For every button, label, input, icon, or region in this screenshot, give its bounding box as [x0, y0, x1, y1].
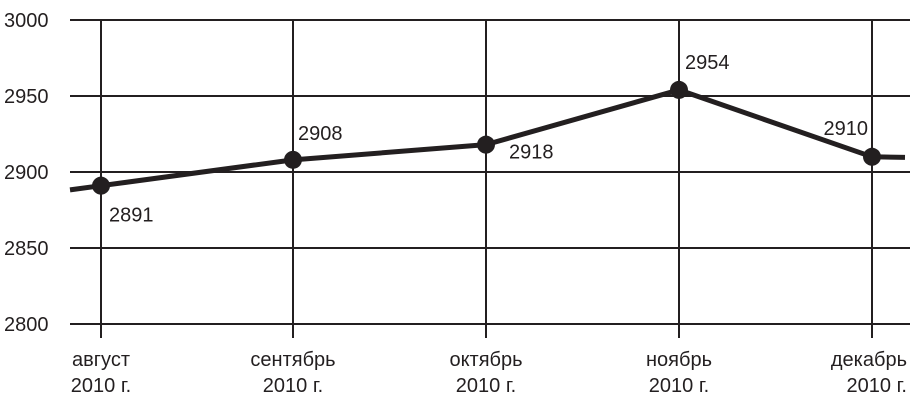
y-tick-label: 2850 [4, 238, 49, 260]
x-axis-tick-labels: август 2010 г. сентябрь 2010 г. октябрь 2010 … [71, 349, 907, 397]
y-tick-label: 2950 [4, 86, 49, 108]
y-axis-tick-labels: 2800 2850 2900 2950 3000 [4, 10, 49, 336]
x-tick-label-year: 2010 г. [456, 375, 516, 397]
x-tick-label-month: декабрь [831, 349, 907, 371]
data-label: 2910 [824, 118, 869, 140]
x-tick-label-year: 2010 г. [263, 375, 323, 397]
data-point [863, 147, 881, 166]
x-tick-label-year: 2010 г. [649, 375, 709, 397]
y-tick-label: 2900 [4, 162, 49, 184]
x-tick-label-month: сентябрь [250, 349, 335, 371]
x-tick-label-month: ноябрь [646, 349, 712, 371]
data-label: 2891 [109, 205, 154, 227]
data-point [92, 176, 110, 195]
data-point [670, 80, 688, 99]
y-tick-label: 2800 [4, 314, 49, 336]
vertical-gridlines [100, 20, 873, 338]
data-label: 2918 [509, 142, 554, 164]
x-tick-label-year: 2010 г. [847, 375, 907, 397]
data-labels: 2891 2908 2918 2954 2910 [109, 52, 868, 227]
data-point [477, 135, 495, 154]
y-tick-label: 3000 [4, 10, 49, 32]
data-label: 2908 [298, 123, 343, 145]
data-point-markers [92, 80, 881, 195]
x-tick-label-month: октябрь [449, 349, 522, 371]
x-tick-label-year: 2010 г. [71, 375, 131, 397]
data-point [284, 150, 302, 169]
data-label: 2954 [685, 52, 730, 74]
x-tick-label-month: август [72, 349, 130, 371]
